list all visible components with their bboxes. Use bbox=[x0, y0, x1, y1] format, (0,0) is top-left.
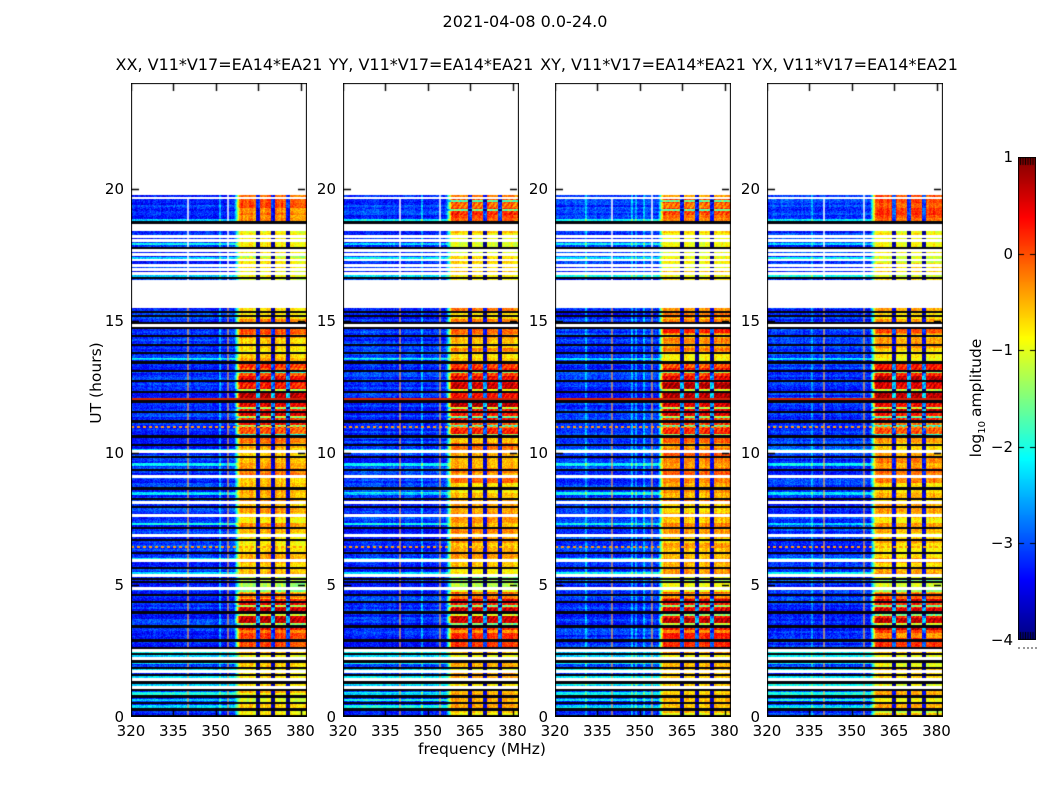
spectrogram-panel-xy bbox=[555, 83, 731, 717]
x-tick-label: 335 bbox=[159, 722, 188, 740]
y-tick-label: 5 bbox=[750, 575, 760, 594]
x-tick-label: 350 bbox=[201, 722, 231, 740]
colorbar-tick-label: −4 bbox=[990, 631, 1013, 649]
spectrogram-panel-xx bbox=[131, 83, 307, 717]
x-tick-label: 350 bbox=[413, 722, 443, 740]
x-tick-label: 335 bbox=[583, 722, 612, 740]
y-tick-label: 5 bbox=[326, 575, 336, 594]
colorbar-tick-label: 0 bbox=[1003, 244, 1013, 263]
colorbar-tick-label: −2 bbox=[990, 437, 1013, 456]
y-tick-label: 15 bbox=[104, 311, 124, 330]
y-tick-label: 20 bbox=[104, 179, 124, 198]
x-tick-label: 350 bbox=[837, 722, 867, 740]
spectrogram-panel-yx bbox=[767, 83, 943, 717]
y-tick-label: 10 bbox=[740, 443, 760, 462]
y-tick-label: 20 bbox=[316, 179, 336, 198]
panel-title-yx: YX, V11*V17=EA14*EA21 bbox=[752, 55, 958, 74]
colorbar-dotted-edge bbox=[1018, 647, 1037, 649]
y-tick-label: 5 bbox=[538, 575, 548, 594]
x-tick-label: 380 bbox=[710, 722, 739, 740]
x-tick-label: 320 bbox=[540, 722, 570, 740]
panel-title-xx: XX, V11*V17=EA14*EA21 bbox=[115, 55, 323, 74]
y-tick-label: 5 bbox=[114, 575, 124, 594]
y-tick-label: 10 bbox=[104, 443, 124, 462]
figure-title: 2021-04-08 0.0-24.0 bbox=[442, 12, 608, 31]
colorbar-tick-label: −3 bbox=[990, 534, 1013, 553]
colorbar-gradient bbox=[1018, 157, 1036, 640]
panel-title-xy: XY, V11*V17=EA14*EA21 bbox=[540, 55, 746, 74]
colorbar-tick-label: −1 bbox=[990, 341, 1013, 360]
y-tick-label: 15 bbox=[316, 311, 336, 330]
y-tick-label: 20 bbox=[528, 179, 548, 198]
x-tick-label: 380 bbox=[922, 722, 951, 740]
y-tick-label: 15 bbox=[528, 311, 548, 330]
x-tick-label: 335 bbox=[795, 722, 824, 740]
y-tick-label: 15 bbox=[740, 311, 760, 330]
x-tick-label: 365 bbox=[455, 722, 485, 740]
x-tick-label: 335 bbox=[371, 722, 400, 740]
x-tick-label: 320 bbox=[752, 722, 782, 740]
y-tick-label: 0 bbox=[326, 708, 336, 726]
x-axis-label: frequency (MHz) bbox=[418, 740, 546, 758]
x-tick-label: 380 bbox=[498, 722, 527, 740]
x-tick-label: 365 bbox=[243, 722, 273, 740]
y-axis-label: UT (hours) bbox=[87, 342, 105, 424]
x-tick-label: 380 bbox=[286, 722, 315, 740]
y-tick-label: 20 bbox=[740, 179, 760, 198]
spectrogram-panel-yy bbox=[343, 83, 519, 717]
x-tick-label: 365 bbox=[667, 722, 697, 740]
y-tick-label: 10 bbox=[528, 443, 548, 462]
y-tick-label: 0 bbox=[114, 708, 124, 726]
colorbar-tick-label: 1 bbox=[1003, 148, 1013, 166]
x-tick-label: 320 bbox=[328, 722, 358, 740]
colorbar-label: log10amplitude bbox=[967, 338, 989, 458]
y-tick-label: 0 bbox=[538, 708, 548, 726]
y-tick-label: 10 bbox=[316, 443, 336, 462]
x-tick-label: 320 bbox=[116, 722, 146, 740]
y-tick-label: 0 bbox=[750, 708, 760, 726]
x-tick-label: 365 bbox=[879, 722, 909, 740]
panel-title-yy: YY, V11*V17=EA14*EA21 bbox=[328, 55, 534, 74]
x-tick-label: 350 bbox=[625, 722, 655, 740]
